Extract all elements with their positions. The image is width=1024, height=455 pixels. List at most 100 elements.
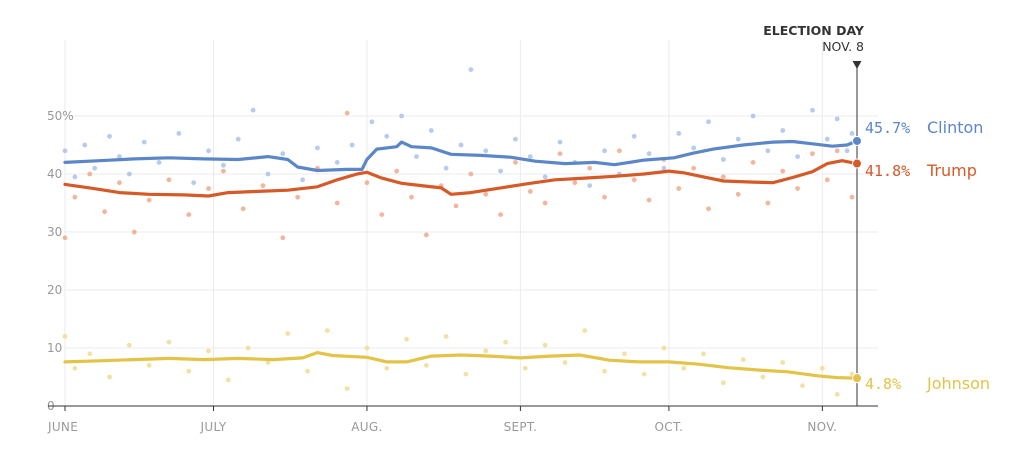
poll-dot <box>334 160 340 165</box>
poll-dot <box>646 197 652 203</box>
poll-dot <box>824 177 830 183</box>
poll-dot <box>587 183 593 189</box>
y-tick-label: 30 <box>47 225 62 239</box>
poll-dot <box>834 148 840 154</box>
poll-dot <box>587 165 593 171</box>
poll-dot <box>369 119 375 125</box>
poll-dot <box>562 360 568 365</box>
poll-dot <box>62 235 68 241</box>
poll-dot <box>760 374 766 380</box>
end-value-clinton: 45.7% <box>865 119 910 137</box>
poll-dot <box>740 357 746 362</box>
poll-dot <box>295 194 301 200</box>
poll-dot <box>780 128 786 133</box>
poll-dot <box>166 177 172 183</box>
poll-dot <box>849 131 855 136</box>
poll-dot <box>800 383 805 389</box>
end-value-trump: 41.8% <box>865 162 910 180</box>
poll-dot <box>602 368 607 374</box>
poll-dot <box>414 154 419 160</box>
poll-dot <box>379 212 385 218</box>
poll-dot <box>399 113 404 119</box>
poll-dot <box>849 194 855 200</box>
poll-dot <box>245 345 251 351</box>
series-line-trump <box>63 159 859 198</box>
x-tick-label: JUNE <box>47 420 78 434</box>
poll-dot <box>602 148 607 154</box>
poll-dot <box>735 191 741 197</box>
end-labels: 45.7% Clinton 41.8% Trump 4.8% Johnson <box>852 118 990 393</box>
poll-dot <box>735 136 741 142</box>
poll-dot <box>315 145 320 151</box>
poll-dot <box>513 160 518 165</box>
poll-dot <box>82 142 88 148</box>
poll-dot <box>522 365 528 371</box>
poll-dot <box>186 368 192 374</box>
x-tick-label: NOV. <box>807 420 837 434</box>
y-tick-label: 50% <box>47 109 74 123</box>
poll-dot <box>265 171 271 177</box>
poll-dot <box>750 113 756 119</box>
end-marker-johnson <box>852 373 862 384</box>
poll-dot <box>72 365 78 371</box>
poll-dot <box>423 363 429 368</box>
poll-dot <box>250 107 256 113</box>
poll-dot <box>810 107 815 113</box>
poll-dot <box>527 154 533 160</box>
poll-dot <box>102 209 107 215</box>
poll-dot <box>126 342 132 348</box>
poll-dots <box>62 67 855 397</box>
poll-dot <box>676 186 682 191</box>
poll-dot <box>176 131 182 136</box>
poll-dot <box>646 151 652 157</box>
poll-dot <box>131 229 137 235</box>
poll-dot <box>834 116 840 122</box>
poll-dot <box>819 365 825 371</box>
poll-dot <box>661 165 667 171</box>
series-lines <box>63 139 859 380</box>
poll-dot <box>602 194 607 200</box>
y-tick-label: 40 <box>47 167 62 181</box>
poll-dot <box>300 177 305 183</box>
poll-dot <box>428 128 434 133</box>
poll-dot <box>87 171 93 177</box>
poll-dot <box>126 171 132 177</box>
poll-dot <box>810 151 815 157</box>
end-name-clinton: Clinton <box>927 118 983 137</box>
poll-dot <box>720 380 726 386</box>
election-day-title: ELECTION DAY <box>763 23 865 38</box>
poll-dot <box>676 131 682 136</box>
poll-dot <box>334 200 340 206</box>
poll-dot <box>384 133 390 139</box>
election-day-arrow-icon <box>852 61 862 69</box>
poll-dot <box>780 360 786 365</box>
poll-dot <box>221 162 226 168</box>
series-line-johnson <box>63 351 859 380</box>
series-line-clinton <box>63 139 859 173</box>
poll-dot <box>483 191 489 197</box>
poll-dot <box>780 168 786 174</box>
poll-dot <box>557 139 563 145</box>
poll-dot <box>463 371 469 377</box>
poll-dot <box>453 203 459 209</box>
end-name-johnson: Johnson <box>926 374 990 393</box>
poll-dot <box>503 339 508 345</box>
poll-dot <box>206 348 211 354</box>
x-tick-label: OCT. <box>655 420 684 434</box>
poll-dot <box>765 148 771 154</box>
poll-dot <box>117 154 122 160</box>
poll-dot <box>423 232 429 238</box>
poll-dot <box>285 331 291 336</box>
poll-dot <box>156 160 162 165</box>
poll-dot <box>260 183 266 189</box>
poll-dot <box>72 174 78 180</box>
poll-dot <box>691 165 697 171</box>
poll-dot <box>409 194 414 200</box>
poll-dot <box>641 371 647 377</box>
poll-dot <box>280 235 286 241</box>
x-tick-label: AUG. <box>351 420 382 434</box>
poll-dot <box>92 165 98 171</box>
poll-dot <box>265 360 271 365</box>
poll-dot <box>384 365 390 371</box>
poll-dot <box>631 177 637 183</box>
